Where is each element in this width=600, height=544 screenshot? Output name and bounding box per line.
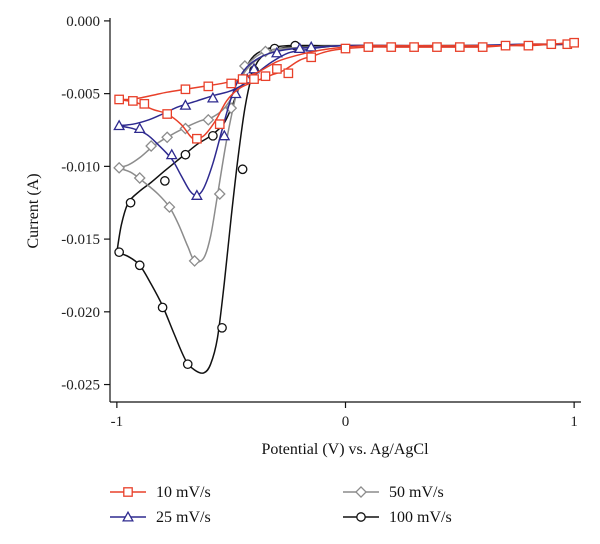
data-point xyxy=(237,74,248,84)
data-point xyxy=(133,172,146,184)
legend-label: 10 mV/s xyxy=(156,484,211,501)
series-10-mv-per-s xyxy=(114,37,579,144)
legend-label: 50 mV/s xyxy=(389,484,444,501)
axes: 0.000 -0.005 -0.010 -0.015 -0.020 -0.025 -1 0 1 xyxy=(61,14,581,430)
data-point xyxy=(182,359,193,370)
data-point xyxy=(113,161,126,174)
data-point xyxy=(128,96,138,106)
data-point xyxy=(206,91,219,103)
legend-marker xyxy=(355,486,367,498)
y-tick-label: -0.005 xyxy=(61,87,100,103)
data-point xyxy=(249,74,259,84)
data-point xyxy=(306,52,317,63)
y-tick-label: -0.020 xyxy=(61,305,100,321)
data-point xyxy=(133,122,146,134)
data-point xyxy=(523,40,534,51)
data-point xyxy=(237,164,248,175)
legend-marker xyxy=(356,512,366,522)
data-point xyxy=(179,99,192,110)
data-point xyxy=(188,254,201,267)
plot-area xyxy=(113,37,579,374)
data-point xyxy=(165,148,178,160)
data-point xyxy=(202,113,215,126)
data-point xyxy=(409,42,419,52)
data-point xyxy=(113,119,126,131)
data-point xyxy=(340,43,351,54)
data-point xyxy=(213,188,226,200)
y-tick-label: -0.010 xyxy=(61,159,100,175)
legend-marker xyxy=(122,510,134,522)
legend-item: 50 mV/s xyxy=(343,484,444,501)
data-point xyxy=(260,71,271,82)
legend-label: 100 mV/s xyxy=(389,509,452,526)
y-tick-label: 0.000 xyxy=(66,14,100,30)
data-point xyxy=(161,131,174,144)
data-point xyxy=(386,42,397,52)
data-point xyxy=(157,302,168,313)
data-point xyxy=(145,140,158,152)
data-point xyxy=(163,201,176,214)
data-point xyxy=(208,130,218,141)
data-point xyxy=(134,260,145,271)
x-axis-title: Potential (V) vs. Ag/AgCl xyxy=(261,441,429,458)
data-point xyxy=(293,42,306,54)
legend-item: 10 mV/s xyxy=(110,484,211,501)
data-point xyxy=(546,39,557,50)
data-point xyxy=(190,189,203,200)
x-tick-label: 1 xyxy=(570,414,578,430)
data-point xyxy=(125,197,136,208)
data-point xyxy=(180,149,191,160)
data-point xyxy=(238,60,251,72)
data-point xyxy=(432,42,442,52)
data-point xyxy=(139,98,150,109)
data-point xyxy=(162,109,173,119)
series-line-oxidation xyxy=(116,43,575,253)
data-point xyxy=(218,129,231,141)
data-point xyxy=(454,42,465,52)
series-line-reduction xyxy=(116,43,575,197)
legend-marker xyxy=(123,487,133,497)
data-point xyxy=(272,64,282,74)
data-point xyxy=(192,133,202,144)
data-point xyxy=(214,119,225,130)
data-point xyxy=(114,94,124,105)
data-point xyxy=(217,322,227,333)
legend-label: 25 mV/s xyxy=(156,509,211,526)
series-25-mv-per-s xyxy=(113,40,575,200)
data-point xyxy=(180,84,191,95)
data-point xyxy=(203,81,214,92)
data-point xyxy=(270,46,283,58)
data-point xyxy=(500,40,511,51)
y-axis-title: Current (A) xyxy=(25,173,42,248)
data-point xyxy=(114,247,124,258)
data-point xyxy=(569,37,579,48)
data-point xyxy=(363,42,374,52)
data-point xyxy=(248,62,260,74)
data-point xyxy=(226,78,237,89)
data-point xyxy=(283,68,294,79)
y-tick-label: -0.015 xyxy=(61,232,100,248)
x-tick-label: -1 xyxy=(111,414,124,430)
y-tick-label: -0.025 xyxy=(61,378,100,394)
legend: 10 mV/s 25 mV/s 50 mV/s 100 mV/s xyxy=(110,484,452,526)
legend-item: 25 mV/s xyxy=(110,509,211,526)
data-point xyxy=(305,40,318,52)
data-point xyxy=(477,42,488,52)
legend-item: 100 mV/s xyxy=(343,509,452,526)
data-point xyxy=(160,176,170,186)
x-tick-label: 0 xyxy=(342,414,350,430)
